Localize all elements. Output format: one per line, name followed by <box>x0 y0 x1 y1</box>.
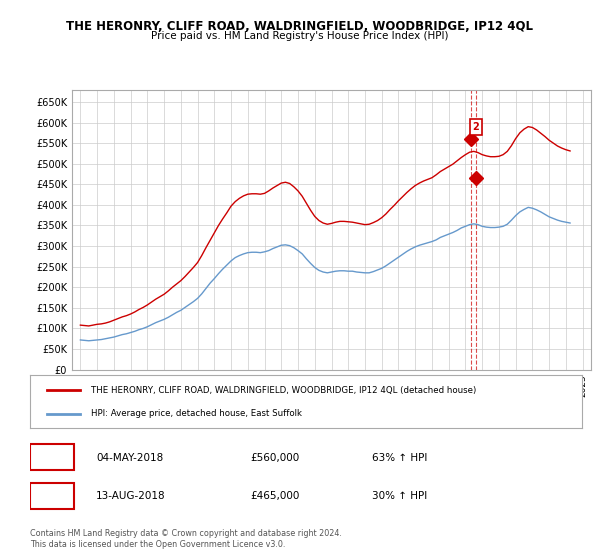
Text: Contains HM Land Registry data © Crown copyright and database right 2024.
This d: Contains HM Land Registry data © Crown c… <box>30 529 342 549</box>
Text: 2: 2 <box>48 492 56 502</box>
FancyBboxPatch shape <box>30 445 74 470</box>
Text: Price paid vs. HM Land Registry's House Price Index (HPI): Price paid vs. HM Land Registry's House … <box>151 31 449 41</box>
Text: 30% ↑ HPI: 30% ↑ HPI <box>372 492 427 502</box>
Text: 1: 1 <box>48 453 56 463</box>
Text: THE HERONRY, CLIFF ROAD, WALDRINGFIELD, WOODBRIDGE, IP12 4QL (detached house): THE HERONRY, CLIFF ROAD, WALDRINGFIELD, … <box>91 386 476 395</box>
Text: £560,000: £560,000 <box>251 453 300 463</box>
Text: £465,000: £465,000 <box>251 492 300 502</box>
Text: 13-AUG-2018: 13-AUG-2018 <box>96 492 166 502</box>
Text: 04-MAY-2018: 04-MAY-2018 <box>96 453 163 463</box>
Text: THE HERONRY, CLIFF ROAD, WALDRINGFIELD, WOODBRIDGE, IP12 4QL: THE HERONRY, CLIFF ROAD, WALDRINGFIELD, … <box>67 20 533 32</box>
FancyBboxPatch shape <box>30 483 74 508</box>
Text: 2: 2 <box>473 122 479 132</box>
Text: 63% ↑ HPI: 63% ↑ HPI <box>372 453 428 463</box>
Text: HPI: Average price, detached house, East Suffolk: HPI: Average price, detached house, East… <box>91 409 302 418</box>
